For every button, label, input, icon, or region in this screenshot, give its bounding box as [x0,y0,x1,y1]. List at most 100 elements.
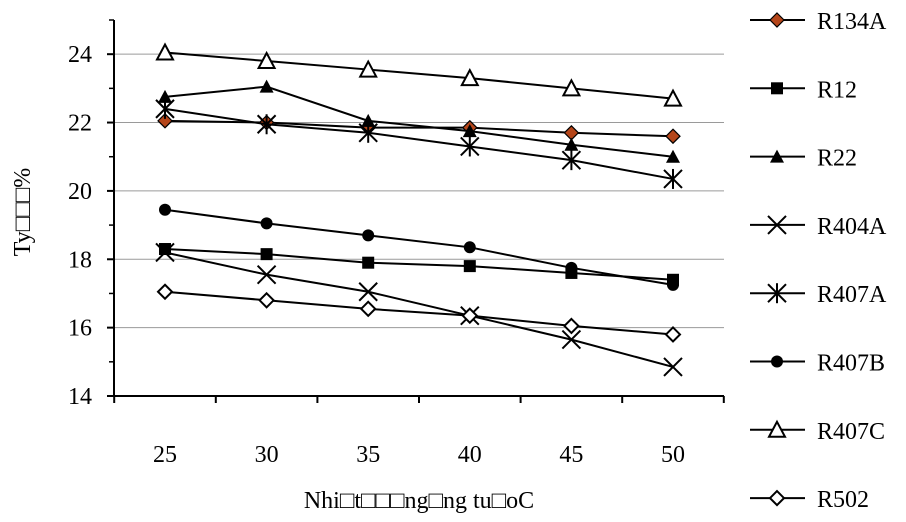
legend-label: R134A [817,9,887,35]
x-tick-label: 30 [255,442,279,468]
data-point [156,283,174,301]
series-line [164,119,674,138]
legend-item: R22 [750,146,857,172]
legend-marker [767,215,787,235]
legend-item: R407B [750,351,885,377]
data-point [561,329,582,350]
series-line [164,251,674,368]
series-line [164,107,674,180]
data-point [463,260,476,273]
x-axis-title: Nhi□t□□□ng□ng tu□oC [304,488,534,514]
series-r407c [155,42,683,107]
data-point [157,112,173,129]
series-r404a [155,242,683,377]
data-point [358,122,378,143]
legend-item: R502 [750,487,869,513]
data-point [256,50,277,70]
data-point [462,124,477,138]
data-point [460,67,480,87]
data-point [155,242,175,263]
series-line [164,208,674,286]
data-point [665,128,681,145]
data-point [362,229,375,242]
legend-item: R404A [750,214,887,240]
legend-label: R407C [817,419,885,445]
legend-marker [770,149,784,163]
data-point [260,217,273,230]
y-axis-title: Ty□□□% [10,168,36,256]
series-line [164,51,674,100]
x-tick-label: 25 [153,442,177,468]
data-point [663,88,683,107]
legend-label: R404A [817,214,887,240]
data-point [463,241,476,254]
series-layer [155,42,683,377]
x-tick-label: 45 [559,442,583,468]
data-point [667,278,679,291]
data-point [258,291,276,309]
data-point [666,149,680,163]
series-r12 [159,243,679,286]
x-tick-label: 35 [356,442,380,468]
data-point [562,317,580,335]
axes [113,20,724,397]
data-point [159,243,171,256]
data-point [564,137,579,151]
series-r407a [155,98,683,189]
y-tick-label: 24 [68,42,92,68]
data-point [362,256,375,269]
data-point [260,248,273,261]
series-line [164,85,674,158]
data-point [461,307,479,325]
data-point [158,89,172,103]
data-point [159,203,171,216]
y-tick-label: 22 [68,111,92,137]
legend-label: R407A [817,282,887,308]
legend-item: R134A [750,9,887,35]
legend-item: R407A [750,282,887,308]
data-point [664,326,682,343]
legend-item: R407C [750,419,885,445]
data-point [256,264,277,285]
data-point [663,357,683,377]
series-r22 [158,79,680,163]
y-tick-label: 18 [68,247,92,273]
legend-label: R22 [817,146,857,172]
legend-marker [771,355,783,368]
legend-marker [767,283,787,304]
legend-marker [769,12,785,28]
data-point [561,78,582,97]
data-point [663,168,683,189]
series-line [164,248,674,281]
x-tick-label: 50 [661,442,685,468]
legend-marker [771,82,783,95]
data-point [561,150,582,171]
data-point [359,300,377,318]
legend-label: R407B [817,351,885,377]
legend-marker [768,489,786,507]
legend-item: R12 [750,77,857,103]
series-r407b [159,203,679,291]
y-tick-label: 20 [68,179,92,205]
data-point [460,136,480,157]
data-point [155,42,175,61]
legend-label: R502 [817,487,869,513]
legend-marker [767,419,787,438]
x-tick-label: 40 [458,442,482,468]
data-point [259,79,274,93]
data-point [563,124,580,141]
data-point [358,59,378,78]
data-point [361,113,376,127]
series-line [164,290,674,336]
y-tick-label: 16 [68,316,92,342]
y-tick-label: 14 [68,384,92,410]
legend: R134A R12 R22 R404A R407A R407B R407C R502 [750,9,887,513]
data-point [358,282,378,302]
data-point [155,98,175,119]
data-point [565,261,578,274]
series-r502 [156,283,682,343]
legend-label: R12 [817,77,857,103]
data-point [256,114,277,135]
axis-ticks: 14 16 18 20 22 24 25 30 35 40 45 50 [68,19,725,468]
